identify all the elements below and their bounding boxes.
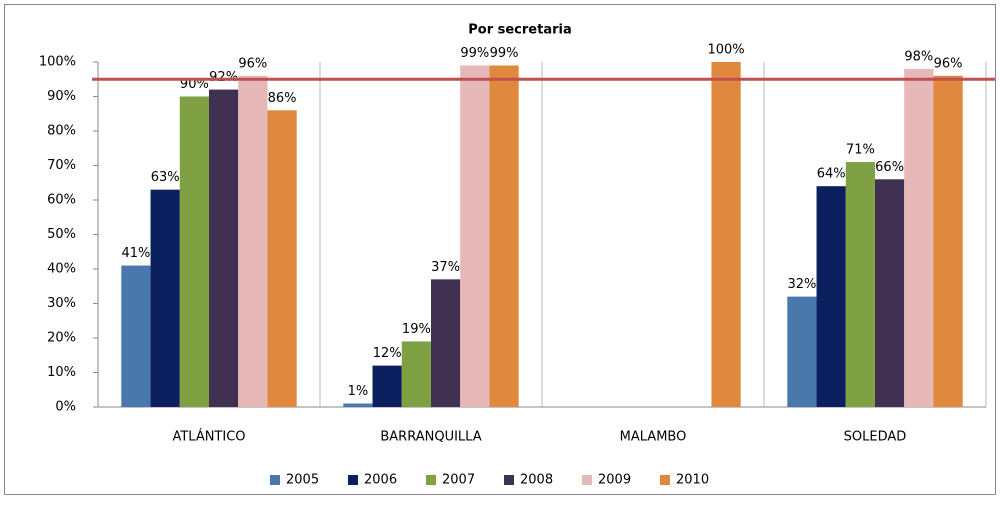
bar [179, 96, 209, 407]
value-label: 32% [787, 277, 816, 292]
bar [267, 110, 297, 408]
y-tick-label: 10% [47, 365, 76, 380]
value-label: 99% [490, 46, 519, 61]
y-tick-label: 60% [47, 193, 76, 208]
y-tick-label: 30% [47, 296, 76, 311]
value-label: 98% [904, 49, 933, 64]
bar [845, 162, 875, 407]
y-tick-label: 0% [55, 400, 76, 415]
legend-label: 2009 [598, 473, 631, 488]
y-tick-label: 70% [47, 158, 76, 173]
legend-swatch [270, 475, 280, 485]
bar [150, 189, 180, 407]
chart-title: Por secretaria [468, 23, 572, 38]
legend-swatch [582, 475, 592, 485]
bar [401, 341, 431, 407]
legend-label: 2010 [676, 473, 709, 488]
bar [121, 265, 151, 407]
bar [209, 89, 239, 407]
value-label: 96% [934, 56, 963, 71]
y-tick-label: 100% [39, 55, 76, 70]
legend-label: 2008 [520, 473, 553, 488]
bar [238, 75, 268, 408]
x-tick-label: BARRANQUILLA [380, 430, 481, 445]
y-tick-label: 80% [47, 124, 76, 139]
bar [875, 179, 905, 407]
bar [787, 296, 817, 407]
value-label: 41% [121, 246, 150, 261]
bar [460, 65, 490, 407]
value-label: 66% [875, 160, 904, 175]
bar [489, 65, 519, 407]
value-label: 92% [209, 70, 238, 85]
y-tick-label: 40% [47, 262, 76, 277]
bar [816, 186, 846, 407]
value-label: 37% [431, 260, 460, 275]
value-label: 64% [817, 167, 846, 182]
bar [904, 68, 934, 408]
legend-swatch [426, 475, 436, 485]
legend-label: 2007 [442, 473, 475, 488]
bar [431, 279, 461, 407]
value-label: 12% [373, 346, 402, 361]
x-tick-label: SOLEDAD [844, 430, 907, 445]
legend-swatch [348, 475, 358, 485]
x-tick-label: ATLÁNTICO [172, 429, 245, 445]
value-label: 96% [238, 56, 267, 71]
x-tick-label: MALAMBO [620, 430, 687, 445]
legend-label: 2006 [364, 473, 397, 488]
value-label: 86% [268, 91, 297, 106]
bar [933, 75, 963, 408]
legend-swatch [504, 475, 514, 485]
value-label: 99% [460, 46, 489, 61]
bar [372, 365, 402, 407]
legend-label: 2005 [286, 473, 319, 488]
y-tick-label: 90% [47, 89, 76, 104]
value-label: 100% [707, 43, 744, 58]
bar [711, 62, 741, 407]
y-tick-label: 20% [47, 331, 76, 346]
value-label: 19% [402, 322, 431, 337]
value-label: 63% [151, 170, 180, 185]
value-label: 71% [846, 143, 875, 158]
y-tick-label: 50% [47, 227, 76, 242]
value-label: 1% [348, 384, 369, 399]
legend-swatch [660, 475, 670, 485]
bar [343, 403, 373, 407]
